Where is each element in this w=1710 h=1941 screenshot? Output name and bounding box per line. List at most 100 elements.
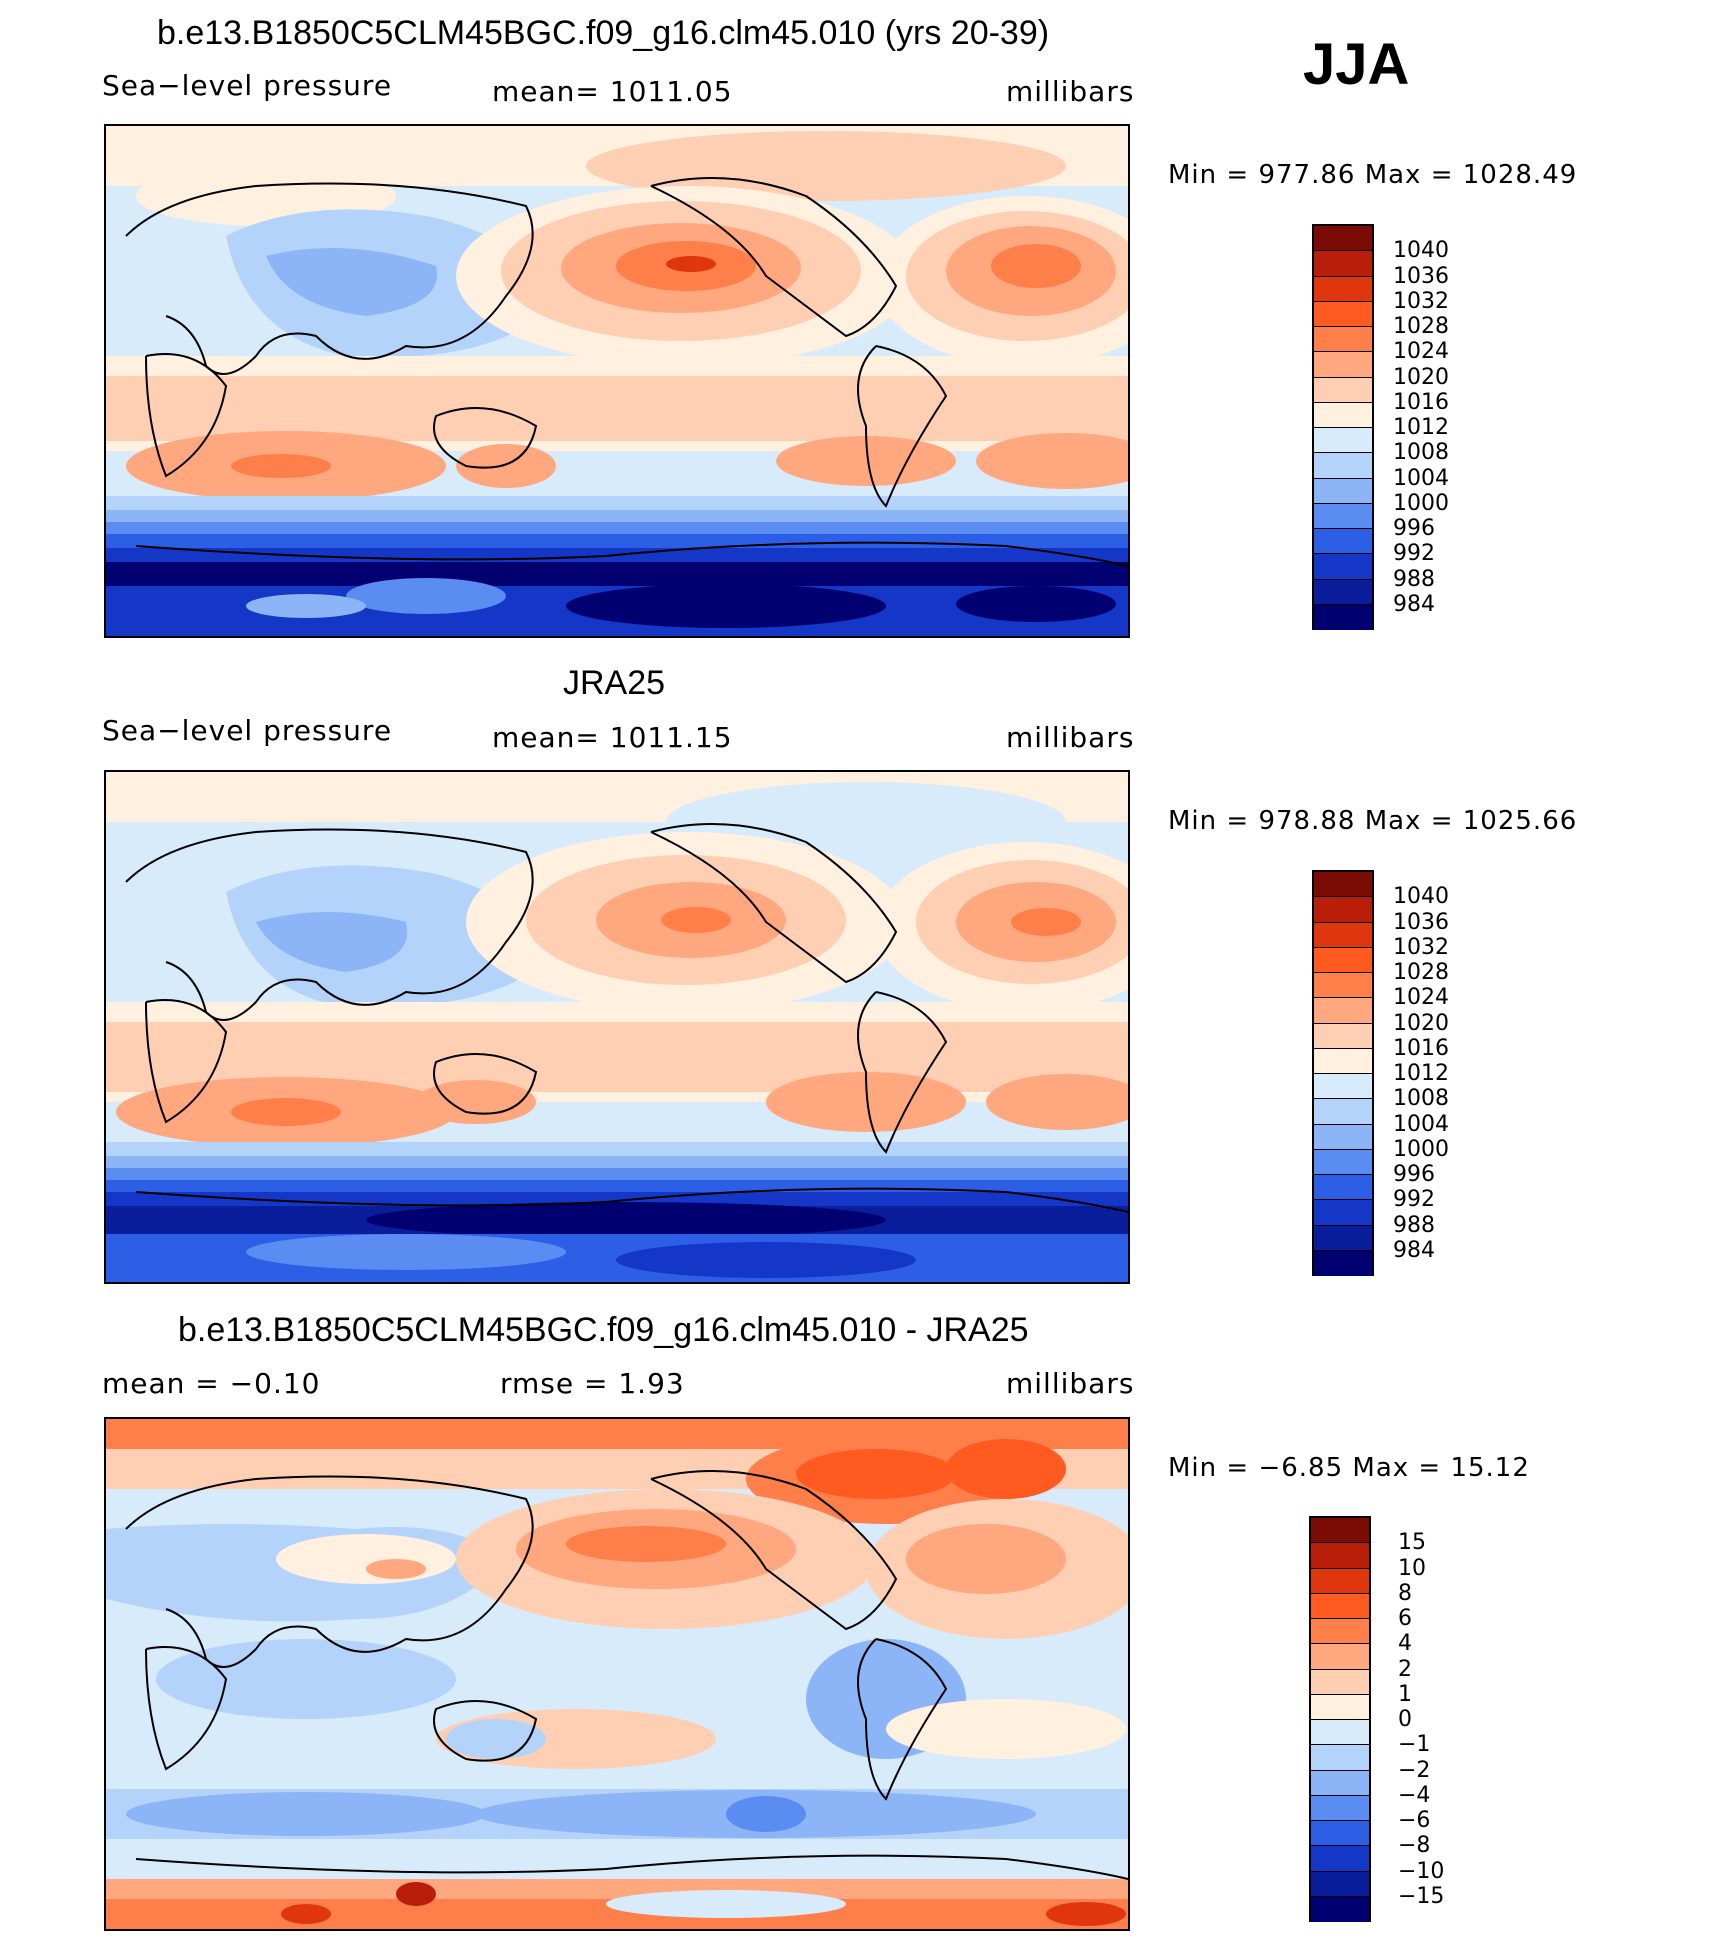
panel1-mean-label: mean= 1011.05	[492, 75, 733, 108]
colorbar-tick-label: −6	[1398, 1808, 1431, 1833]
colorbar-swatch	[1314, 377, 1372, 403]
colorbar-swatch	[1314, 1225, 1372, 1251]
panel3-units-label: millibars	[1006, 1367, 1135, 1400]
colorbar-swatch	[1311, 1896, 1369, 1922]
colorbar-swatch	[1314, 478, 1372, 504]
colorbar-swatch	[1311, 1821, 1369, 1847]
colorbar-tick-label: 1	[1398, 1681, 1412, 1707]
colorbar-swatch	[1311, 1568, 1369, 1594]
colorbar-tick-label: 1024	[1393, 985, 1449, 1011]
colorbar-swatch	[1311, 1770, 1369, 1796]
colorbar-tick-label: 1008	[1393, 440, 1449, 466]
panel2-variable-label: Sea−level pressure	[102, 714, 393, 747]
colorbar-tick-label: −1	[1398, 1732, 1431, 1758]
colorbar-swatch	[1314, 897, 1372, 923]
colorbar-swatch	[1314, 604, 1372, 630]
colorbar-tick-label: 1020	[1393, 364, 1449, 390]
colorbar-tick-label: 10	[1398, 1555, 1426, 1581]
colorbar-tick-label: 0	[1398, 1707, 1412, 1732]
colorbar-swatch	[1314, 1099, 1372, 1125]
colorbar-swatch	[1311, 1745, 1369, 1771]
colorbar-swatch	[1314, 402, 1372, 428]
colorbar-tick-label: 2	[1398, 1656, 1412, 1682]
colorbar-tick-label: 1016	[1393, 389, 1449, 415]
colorbar-swatch	[1311, 1871, 1369, 1897]
colorbar-tick-label: 1036	[1393, 263, 1449, 289]
colorbar-tick-label: 988	[1393, 1212, 1435, 1238]
panel1-colorbar	[1312, 224, 1374, 630]
colorbar-swatch	[1311, 1593, 1369, 1619]
colorbar-swatch	[1314, 453, 1372, 479]
colorbar-tick-label: 996	[1393, 1162, 1435, 1187]
colorbar-swatch	[1314, 1048, 1372, 1074]
colorbar-tick-label: 1040	[1393, 884, 1449, 910]
colorbar-swatch	[1311, 1543, 1369, 1569]
colorbar-tick-label: 8	[1398, 1580, 1412, 1606]
panel2-units-label: millibars	[1006, 721, 1135, 754]
season-label: JJA	[1303, 32, 1410, 97]
colorbar-tick-label: 1040	[1393, 238, 1449, 264]
panel3-map	[104, 1417, 1130, 1931]
panel1-title: b.e13.B1850C5CLM45BGC.f09_g16.clm45.010 …	[157, 14, 1050, 52]
colorbar-swatch	[1314, 998, 1372, 1024]
colorbar-swatch	[1314, 579, 1372, 605]
colorbar-tick-label: 1000	[1393, 490, 1449, 516]
colorbar-tick-label: −8	[1398, 1833, 1431, 1859]
colorbar-tick-label: 15	[1398, 1530, 1426, 1556]
panel2-minmax: Min = 978.88 Max = 1025.66	[1168, 806, 1578, 836]
colorbar-tick-label: 1036	[1393, 909, 1449, 935]
colorbar-tick-label: 992	[1393, 1187, 1435, 1213]
colorbar-tick-label: 1024	[1393, 339, 1449, 365]
panel3-title: b.e13.B1850C5CLM45BGC.f09_g16.clm45.010 …	[178, 1311, 1029, 1349]
panel1-units-label: millibars	[1006, 75, 1135, 108]
colorbar-tick-label: 1012	[1393, 1061, 1449, 1086]
colorbar-tick-label: 4	[1398, 1631, 1412, 1657]
colorbar-tick-label: 992	[1393, 541, 1435, 567]
panel3-minmax: Min = −6.85 Max = 15.12	[1168, 1453, 1530, 1483]
colorbar-swatch	[1311, 1694, 1369, 1720]
colorbar-swatch	[1314, 1250, 1372, 1276]
colorbar-tick-label: −10	[1398, 1858, 1445, 1884]
colorbar-swatch	[1314, 1149, 1372, 1175]
colorbar-tick-label: 1008	[1393, 1086, 1449, 1112]
colorbar-tick-label: 996	[1393, 516, 1435, 541]
colorbar-tick-label: 984	[1393, 591, 1435, 617]
colorbar-swatch	[1314, 327, 1372, 353]
colorbar-swatch	[1314, 428, 1372, 454]
colorbar-swatch	[1314, 1124, 1372, 1150]
colorbar-swatch	[1314, 226, 1372, 252]
colorbar-tick-label: 1004	[1393, 465, 1449, 491]
colorbar-tick-label: 1012	[1393, 415, 1449, 440]
colorbar-swatch	[1314, 352, 1372, 378]
panel2-mean-label: mean= 1011.15	[492, 721, 733, 754]
colorbar-swatch	[1311, 1795, 1369, 1821]
colorbar-tick-label: 1028	[1393, 960, 1449, 985]
colorbar-swatch	[1314, 301, 1372, 327]
panel1-variable-label: Sea−level pressure	[102, 69, 393, 102]
panel1-map	[104, 124, 1130, 638]
colorbar-tick-label: 1004	[1393, 1111, 1449, 1137]
colorbar-swatch	[1314, 872, 1372, 898]
colorbar-swatch	[1314, 1200, 1372, 1226]
colorbar-swatch	[1314, 922, 1372, 948]
colorbar-swatch	[1311, 1720, 1369, 1746]
colorbar-tick-label: 1016	[1393, 1035, 1449, 1061]
colorbar-swatch	[1314, 1023, 1372, 1049]
colorbar-tick-label: −2	[1398, 1757, 1431, 1783]
panel2-map	[104, 770, 1130, 1284]
colorbar-tick-label: −4	[1398, 1782, 1431, 1808]
colorbar-tick-label: 1028	[1393, 314, 1449, 339]
panel3-mean-label: mean = −0.10	[102, 1367, 321, 1400]
colorbar-swatch	[1314, 554, 1372, 580]
colorbar-swatch	[1311, 1669, 1369, 1695]
colorbar-swatch	[1314, 276, 1372, 302]
colorbar-swatch	[1311, 1518, 1369, 1544]
colorbar-tick-label: −15	[1398, 1883, 1445, 1909]
colorbar-swatch	[1311, 1644, 1369, 1670]
colorbar-tick-label: 1032	[1393, 934, 1449, 960]
colorbar-swatch	[1314, 529, 1372, 555]
panel2-title: JRA25	[563, 664, 666, 702]
colorbar-swatch	[1314, 947, 1372, 973]
panel3-colorbar	[1309, 1516, 1371, 1922]
colorbar-swatch	[1314, 1175, 1372, 1201]
